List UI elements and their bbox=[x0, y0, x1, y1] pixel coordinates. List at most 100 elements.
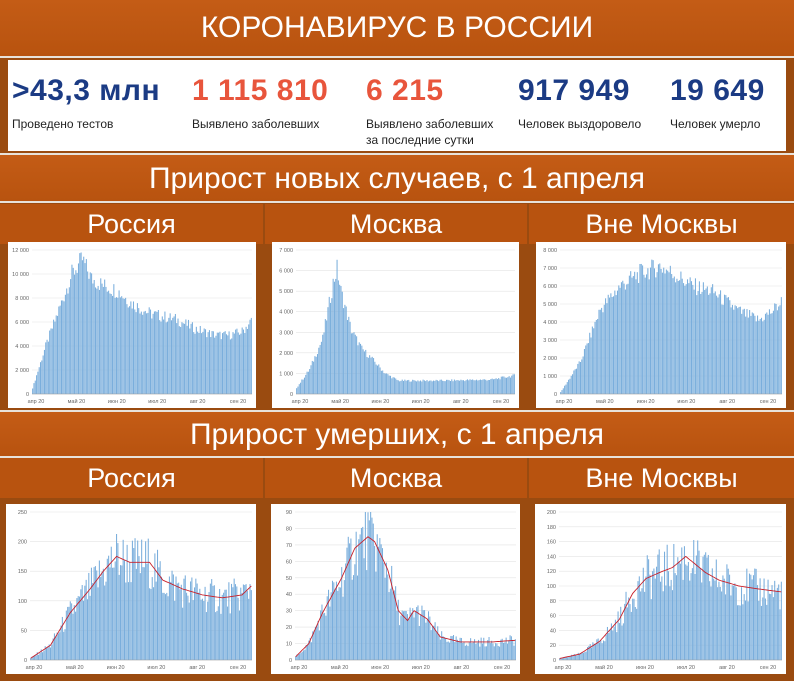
bar bbox=[513, 374, 515, 394]
bar bbox=[301, 379, 303, 394]
bar bbox=[439, 379, 441, 394]
bar bbox=[109, 293, 111, 394]
bar bbox=[204, 329, 207, 394]
bar bbox=[118, 290, 120, 394]
bar bbox=[142, 314, 144, 394]
bar bbox=[481, 380, 483, 394]
y-tick-label: 12 000 bbox=[12, 248, 29, 254]
bar bbox=[167, 596, 169, 660]
x-tick-label: авг 20 bbox=[189, 665, 205, 671]
bar bbox=[93, 567, 95, 660]
bar bbox=[240, 333, 242, 394]
bar bbox=[612, 296, 615, 394]
bar bbox=[357, 345, 359, 394]
bar bbox=[479, 646, 481, 660]
bar bbox=[459, 380, 461, 394]
bar bbox=[576, 655, 578, 660]
bar bbox=[596, 639, 598, 660]
bar bbox=[183, 578, 185, 660]
bar bbox=[416, 381, 418, 394]
bar bbox=[81, 260, 83, 394]
x-tick-label: авг 20 bbox=[719, 399, 735, 405]
bar bbox=[207, 601, 209, 660]
bar bbox=[405, 611, 407, 660]
y-tick-label: 6 000 bbox=[15, 320, 29, 326]
bar bbox=[739, 605, 741, 660]
bar bbox=[434, 622, 436, 660]
bar bbox=[653, 568, 655, 660]
bar bbox=[727, 297, 730, 394]
bar bbox=[324, 319, 326, 394]
average-line bbox=[30, 555, 252, 659]
bar bbox=[779, 305, 781, 394]
bar bbox=[693, 540, 695, 660]
bar bbox=[307, 371, 309, 394]
bar bbox=[62, 300, 64, 394]
bar bbox=[502, 642, 505, 660]
bar bbox=[681, 278, 683, 394]
bar bbox=[771, 585, 773, 660]
bar bbox=[172, 574, 174, 660]
bar bbox=[301, 651, 303, 660]
bar bbox=[101, 283, 103, 394]
bar bbox=[66, 288, 68, 394]
bar bbox=[443, 381, 445, 394]
bar bbox=[125, 297, 127, 394]
bar bbox=[584, 651, 586, 660]
bar bbox=[239, 334, 241, 394]
bar bbox=[354, 334, 356, 394]
bar bbox=[166, 592, 168, 660]
bar bbox=[621, 625, 623, 660]
bar bbox=[751, 579, 753, 660]
bar bbox=[417, 380, 419, 394]
bar bbox=[325, 615, 327, 660]
bar bbox=[559, 658, 561, 660]
bar bbox=[562, 388, 564, 394]
y-tick-label: 80 bbox=[286, 526, 292, 532]
bar bbox=[376, 365, 378, 394]
bar bbox=[131, 540, 133, 660]
bar bbox=[511, 375, 513, 394]
bar bbox=[456, 380, 458, 394]
bar bbox=[470, 638, 472, 660]
bar bbox=[214, 337, 216, 394]
bar bbox=[55, 637, 57, 660]
bar bbox=[645, 576, 647, 660]
bar bbox=[384, 577, 386, 660]
bar bbox=[570, 375, 572, 394]
bar bbox=[33, 383, 35, 394]
bar bbox=[644, 591, 646, 660]
bar bbox=[593, 328, 595, 394]
bar bbox=[739, 306, 741, 394]
bar bbox=[172, 317, 174, 394]
bar bbox=[594, 321, 596, 394]
bar bbox=[151, 577, 153, 660]
bar bbox=[716, 295, 718, 394]
bar bbox=[656, 272, 658, 394]
bar bbox=[318, 630, 320, 660]
bar bbox=[439, 639, 441, 660]
bar bbox=[477, 639, 480, 660]
bar bbox=[230, 583, 233, 660]
bar bbox=[215, 612, 217, 660]
bar bbox=[142, 567, 144, 660]
y-tick-label: 4 000 bbox=[543, 320, 557, 326]
bar bbox=[560, 657, 562, 660]
y-tick-label: 0 bbox=[290, 392, 293, 398]
bar bbox=[110, 546, 112, 660]
bar bbox=[219, 331, 221, 394]
bar bbox=[38, 654, 40, 660]
bar bbox=[365, 349, 367, 394]
bar bbox=[227, 606, 229, 660]
bar bbox=[600, 640, 602, 660]
bar bbox=[312, 631, 314, 660]
bar bbox=[506, 643, 508, 660]
bar bbox=[237, 332, 239, 394]
bar bbox=[194, 333, 196, 394]
bar bbox=[164, 311, 166, 394]
bar bbox=[592, 642, 594, 660]
bar bbox=[400, 615, 402, 660]
bar bbox=[69, 601, 71, 660]
bar bbox=[117, 297, 119, 394]
bar bbox=[303, 377, 305, 394]
